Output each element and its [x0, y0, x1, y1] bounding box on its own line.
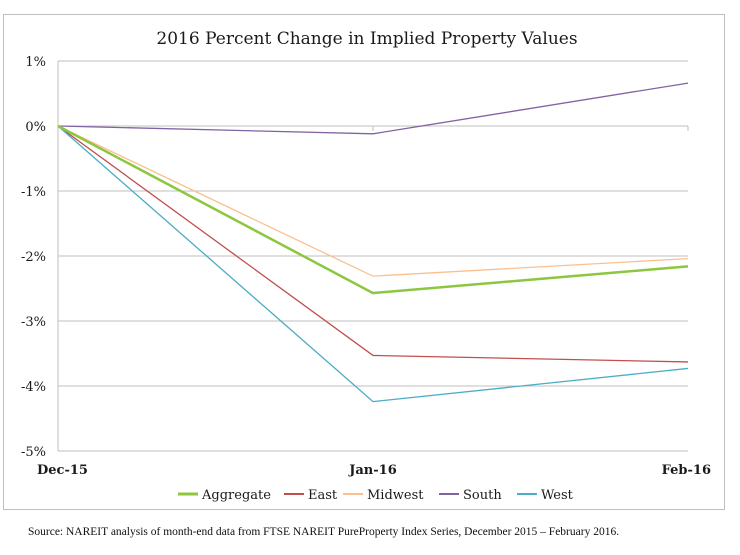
- legend-item-south: South: [439, 488, 502, 503]
- legend-label: West: [541, 488, 574, 503]
- legend-label: East: [308, 488, 338, 503]
- series-line-midwest: [57, 125, 689, 277]
- y-axis-ticks: 1% 0% -1% -2% -3% -4% -5%: [21, 55, 46, 460]
- legend-label: South: [463, 488, 502, 503]
- legend: Aggregate East Midwest South West: [178, 488, 574, 503]
- x-axis-ticks: Dec-15 Jan-16 Feb-16: [37, 463, 711, 478]
- legend-item-west: West: [517, 488, 574, 503]
- x-tick-label: Feb-16: [662, 463, 711, 478]
- y-tick-label: 0%: [25, 120, 46, 135]
- y-tick-label: -1%: [21, 185, 46, 200]
- y-tick-label: -5%: [21, 445, 46, 460]
- y-tick-label: 1%: [25, 55, 46, 70]
- x-tick-label: Jan-16: [348, 463, 397, 478]
- y-tick-label: -4%: [21, 380, 46, 395]
- legend-item-east: East: [284, 488, 338, 503]
- gridlines: [57, 60, 689, 452]
- series-lines: [57, 82, 689, 403]
- series-line-south: [57, 82, 689, 135]
- legend-item-midwest: Midwest: [343, 488, 424, 503]
- x-tick-label: Dec-15: [37, 463, 88, 478]
- legend-label: Aggregate: [201, 488, 271, 503]
- series-line-east: [57, 125, 689, 363]
- y-tick-label: -3%: [21, 315, 46, 330]
- line-chart: 2016 Percent Change in Implied Property …: [21, 29, 711, 503]
- series-line-aggregate: [57, 124, 689, 295]
- source-note: Source: NAREIT analysis of month-end dat…: [28, 526, 620, 538]
- series-line-west: [57, 125, 689, 403]
- legend-label: Midwest: [367, 488, 424, 503]
- y-tick-label: -2%: [21, 250, 46, 265]
- legend-item-aggregate: Aggregate: [178, 488, 271, 503]
- chart-title: 2016 Percent Change in Implied Property …: [156, 29, 577, 49]
